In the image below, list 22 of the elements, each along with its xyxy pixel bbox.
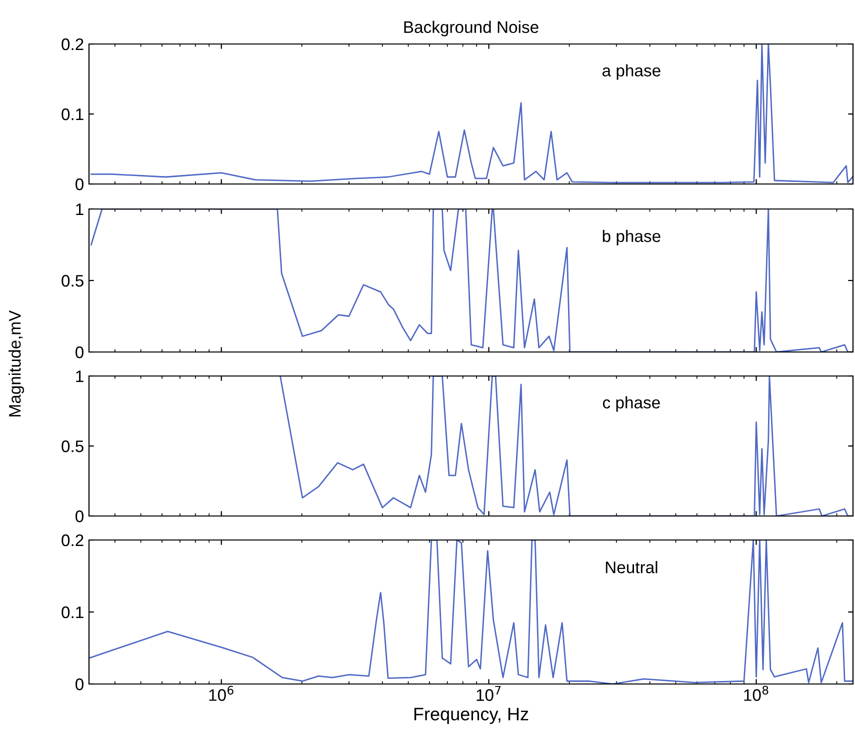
y-tick-label: 1 [76,370,84,382]
y-tick-label: 0 [76,346,84,358]
y-tick-label: 0.1 [62,108,84,120]
y-tick-label: 0.5 [62,274,84,287]
x-axis-title: Frequency, Hz [414,708,528,724]
chart-title: Background Noise [404,20,538,36]
annotation: b phase [602,230,660,246]
y-tick-label: 0.5 [62,440,84,452]
x-tick-label: 10$^{7}$ [476,686,501,701]
annotation: Neutral [606,561,658,574]
annotation: a phase [602,64,660,80]
y-tick-label: 1 [76,204,84,216]
y-tick-label: 0.2 [62,38,84,50]
x-tick-label: 10$^{6}$ [209,686,234,701]
y-axis-title: Magnitude,mV [8,310,24,416]
x-tick-label: 10$^{8}$ [744,686,768,701]
y-tick-label: 0.1 [62,606,84,618]
y-tick-label: 0 [76,678,84,690]
y-tick-label: 0 [76,178,84,190]
y-tick-label: 0.2 [62,534,84,546]
annotation: c phase [602,396,660,412]
y-tick-label: 0 [76,510,84,522]
